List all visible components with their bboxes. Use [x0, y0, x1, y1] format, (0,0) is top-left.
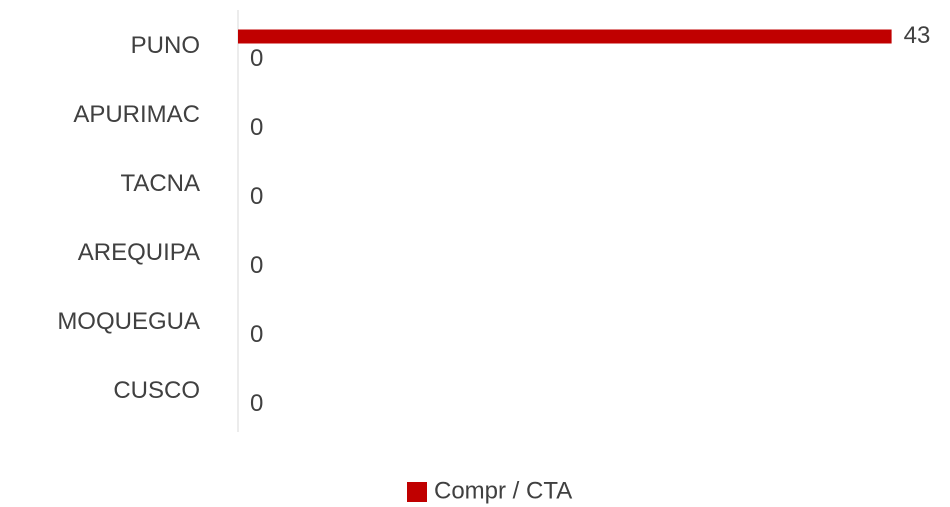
- data-label: 0: [250, 252, 263, 279]
- y-tick-label: TACNA: [120, 170, 200, 197]
- data-label: 0: [250, 45, 263, 72]
- data-label: 43: [904, 22, 931, 49]
- y-tick-label: MOQUEGUA: [57, 308, 200, 335]
- y-tick-label: AREQUIPA: [78, 239, 200, 266]
- bar: [238, 29, 892, 44]
- legend-label: Compr / CTA: [434, 477, 572, 504]
- y-tick-label: CUSCO: [113, 377, 200, 404]
- legend-swatch: [407, 482, 427, 502]
- data-label: 0: [250, 183, 263, 210]
- data-label: 0: [250, 114, 263, 141]
- y-tick-label: PUNO: [131, 32, 200, 59]
- data-label: 0: [250, 390, 263, 417]
- data-label: 0: [250, 321, 263, 348]
- y-tick-label: APURIMAC: [73, 101, 200, 128]
